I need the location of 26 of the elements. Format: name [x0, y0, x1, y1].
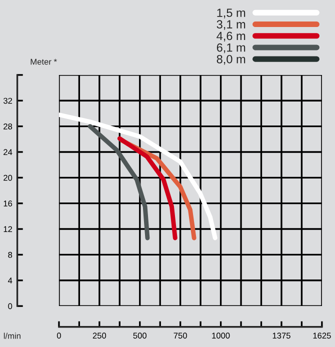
legend-label: 8,0 m	[216, 54, 246, 65]
y-tick-label: 8	[8, 252, 12, 258]
y-tick-label: 24	[4, 149, 12, 156]
y-axis-title: Meter *	[30, 58, 57, 65]
line-series	[88, 124, 150, 240]
text: 6,1 m	[216, 43, 246, 54]
text: 1,5 m	[217, 8, 246, 18]
x-tick-label: 1375	[272, 332, 290, 339]
x-tick-label: 1000	[212, 332, 230, 339]
y-tick-label: 32	[3, 98, 12, 104]
x-tick-label: 0	[56, 332, 61, 339]
x-tick-label: 500	[133, 332, 146, 339]
x-tick-label: 250	[92, 332, 106, 339]
line-series	[117, 136, 178, 240]
text: 4,6 m	[216, 32, 246, 42]
y-tick-label: 12	[4, 226, 12, 232]
x-tick-label: 1625	[313, 332, 331, 339]
text: 3,1 m	[216, 20, 246, 30]
y-tick-label: 28	[4, 124, 12, 130]
y-tick-label: 16	[4, 200, 12, 206]
y-tick-label: 4	[8, 278, 12, 284]
y-tick-label: 0	[8, 303, 12, 310]
x-tick-label: 750	[174, 332, 187, 339]
line-series	[58, 112, 218, 240]
y-tick-label: 20	[4, 174, 12, 181]
x-axis-title: l/min	[4, 332, 20, 339]
